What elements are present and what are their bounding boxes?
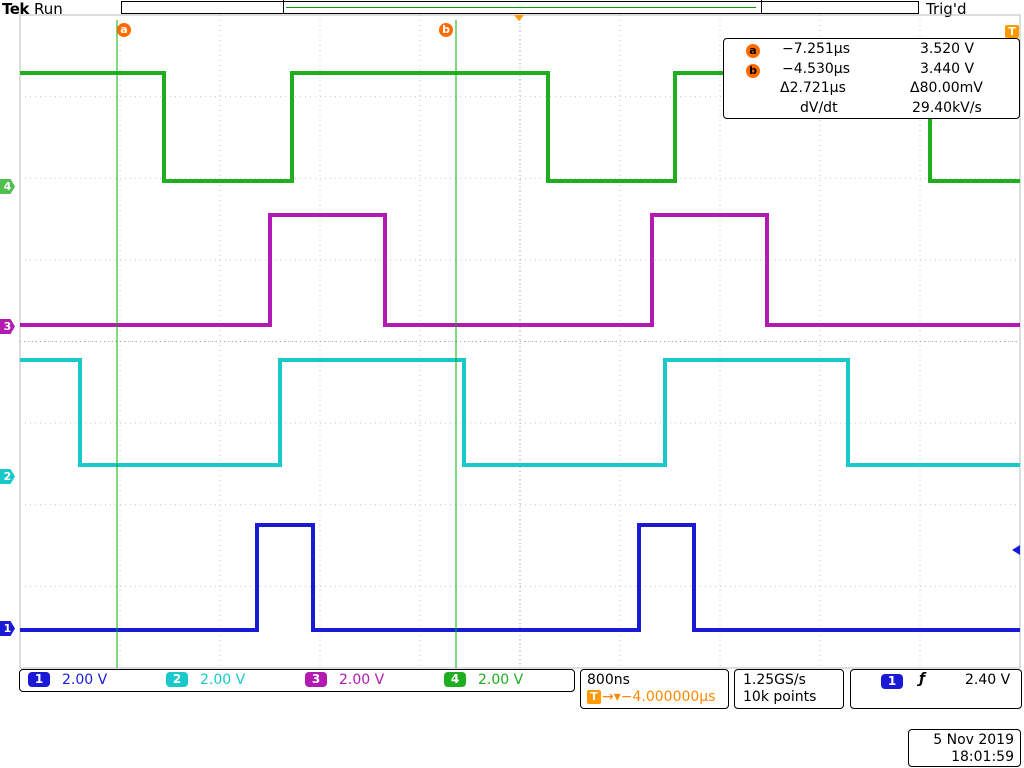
trigger-position-badge-icon: T	[587, 690, 601, 704]
trigger-level: 2.40 V	[965, 672, 1011, 688]
channel-1-trace	[20, 523, 1020, 632]
channel-4-ground-marker[interactable]: 4	[0, 179, 15, 194]
readout-rate-value: 29.40kV/s	[912, 100, 982, 116]
cursor-readout-panel: a −7.251µs 3.520 V b −4.530µs 3.440 V Δ2…	[723, 38, 1020, 119]
channel-1-scale-value: 2.00 V	[62, 672, 108, 688]
time-label: 18:01:59	[951, 749, 1014, 765]
readout-a-badge: a	[746, 44, 760, 58]
trigger-level-icon	[1012, 545, 1020, 555]
cursor-a-marker[interactable]: a	[117, 23, 131, 37]
channel-4-scale-value: 2.00 V	[478, 672, 524, 688]
channel-3-scale[interactable]: 3 2.00 V	[305, 672, 384, 688]
record-length: 10k points	[743, 689, 817, 705]
channel-1-badge: 1	[28, 672, 50, 687]
readout-b-badge: b	[746, 64, 760, 78]
readout-a-time: −7.251µs	[782, 41, 851, 57]
channel-2-scale[interactable]: 2 2.00 V	[166, 672, 245, 688]
datetime-panel: 5 Nov 2019 18:01:59	[908, 729, 1021, 767]
brand-logo: Tek	[2, 0, 29, 18]
date-label: 5 Nov 2019	[933, 732, 1014, 748]
channel-2-scale-value: 2.00 V	[200, 672, 246, 688]
trigger-panel[interactable]: 1 ƒ 2.40 V	[850, 669, 1022, 709]
channel-1-ground-marker[interactable]: 1	[0, 621, 15, 636]
readout-a-volt: 3.520 V	[920, 41, 975, 57]
channel-2-ground-marker[interactable]: 2	[0, 469, 15, 484]
run-state-label: Run	[34, 0, 63, 18]
readout-b-time: −4.530µs	[782, 61, 851, 77]
channel-2-trace	[20, 358, 1020, 467]
horizontal-position: →▾−4.000000µs	[602, 689, 716, 705]
readout-delta-volt: Δ80.00mV	[910, 80, 983, 96]
channel-4-badge: 4	[444, 672, 466, 687]
sample-rate: 1.25GS/s	[743, 672, 806, 688]
acquisition-panel[interactable]: 1.25GS/s 10k points	[734, 669, 844, 709]
cursor-b-marker[interactable]: b	[439, 23, 453, 37]
readout-rate-label: dV/dt	[800, 100, 838, 116]
timebase-panel[interactable]: 800ns T →▾−4.000000µs	[580, 669, 729, 709]
readout-b-volt: 3.440 V	[920, 61, 975, 77]
channel-2-badge: 2	[166, 672, 188, 687]
channel-3-trace	[20, 213, 1020, 327]
channel-4-scale[interactable]: 4 2.00 V	[444, 672, 523, 688]
channel-3-ground-marker[interactable]: 3	[0, 319, 15, 334]
record-view-trace	[286, 7, 756, 8]
trigger-state-label: Trig'd	[926, 0, 967, 18]
channel-3-badge: 3	[305, 672, 327, 687]
readout-delta-time: Δ2.721µs	[780, 80, 846, 96]
trigger-source-badge: 1	[881, 674, 903, 689]
trigger-t-icon: T	[1005, 25, 1019, 38]
cursor-lines[interactable]	[116, 20, 457, 668]
trigger-position-icon	[514, 15, 524, 21]
channel-3-scale-value: 2.00 V	[339, 672, 385, 688]
rising-edge-icon: ƒ	[919, 671, 926, 687]
channel-1-scale[interactable]: 1 2.00 V	[28, 672, 107, 688]
record-view-window[interactable]	[283, 0, 762, 13]
channel-scale-bar: 1 2.00 V 2 2.00 V 3 2.00 V 4 2.00 V	[19, 669, 575, 692]
timebase-scale: 800ns	[587, 672, 630, 688]
